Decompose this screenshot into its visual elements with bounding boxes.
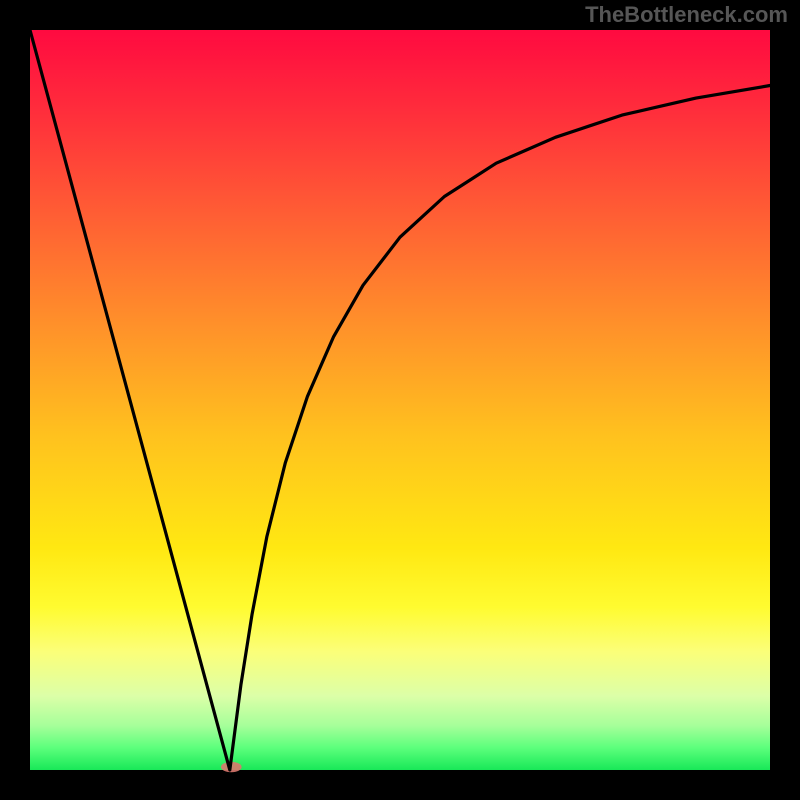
plot-background (30, 30, 770, 770)
bottleneck-curve-chart (0, 0, 800, 800)
watermark-text: TheBottleneck.com (585, 2, 788, 28)
chart-frame: TheBottleneck.com (0, 0, 800, 800)
